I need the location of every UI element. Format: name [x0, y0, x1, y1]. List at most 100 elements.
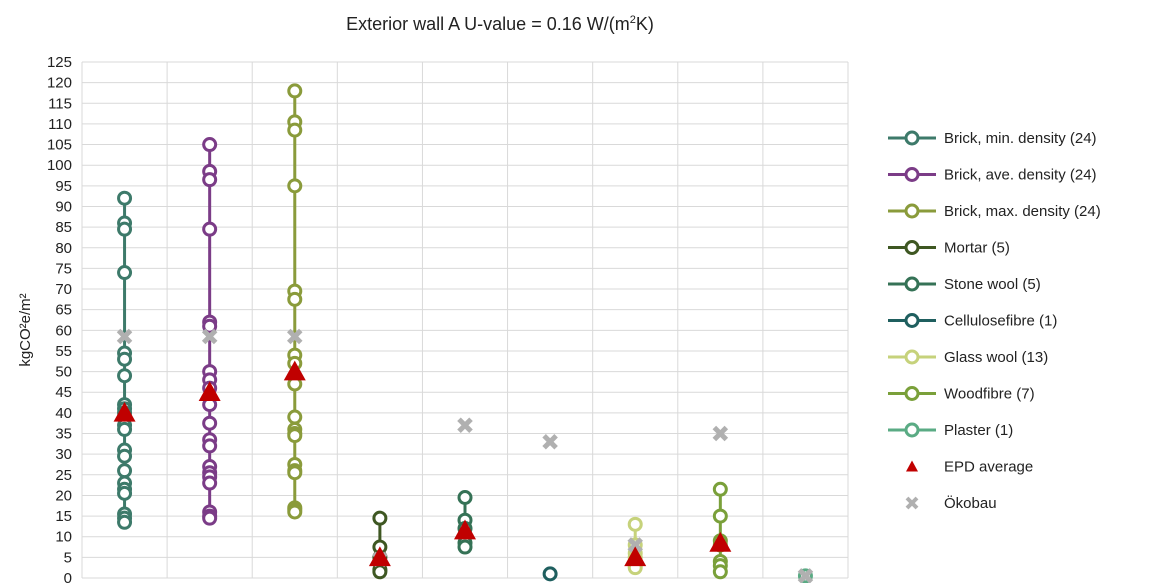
y-tick-label: 105	[47, 137, 72, 154]
data-point	[117, 221, 133, 237]
okobau-marker	[797, 568, 814, 583]
legend-label: Ökobau	[944, 494, 997, 512]
epd-average-marker	[113, 401, 136, 422]
okobau-marker	[712, 425, 729, 442]
epd-average-marker	[709, 531, 732, 552]
legend-marker	[904, 130, 920, 146]
chart-title: Exterior wall A U-value = 0.16 W/(m2K)	[0, 14, 1000, 35]
y-tick-label: 0	[64, 570, 72, 583]
legend-item-7: Glass wool (13)	[888, 349, 1048, 366]
series-3	[287, 83, 303, 520]
legend-item-6: Cellulosefibre (1)	[888, 313, 1057, 330]
y-tick-label: 110	[48, 116, 72, 133]
chart-title-superscript: 2	[629, 14, 636, 26]
y-tick-label: 10	[55, 529, 72, 546]
legend-okobau-stroke	[905, 496, 919, 510]
y-tick-label: 15	[55, 508, 72, 525]
data-point	[117, 463, 133, 479]
y-tick-label: 30	[55, 446, 72, 463]
legend: Brick, min. density (24) Brick, ave. dens…	[888, 130, 1101, 512]
data-point	[287, 122, 303, 138]
legend-label: Brick, max. density (24)	[944, 203, 1101, 220]
epd-average-marker	[283, 360, 306, 381]
data-point	[287, 178, 303, 194]
series-8	[712, 481, 728, 580]
okobau-marker	[287, 328, 303, 345]
data-point	[202, 221, 218, 237]
y-tick-label: 90	[55, 198, 72, 215]
legend-label: Cellulosefibre (1)	[944, 313, 1057, 330]
legend-marker	[904, 313, 920, 328]
y-tick-label: 35	[55, 426, 72, 443]
data-point	[202, 510, 218, 526]
okobau-marker	[627, 537, 643, 553]
data-point	[117, 368, 133, 384]
y-tick-label: 85	[55, 219, 72, 236]
y-tick-label: 115	[48, 95, 72, 112]
data-point	[117, 514, 133, 530]
data-point	[457, 490, 473, 506]
okobau-marker	[457, 417, 473, 434]
data-point	[117, 265, 133, 281]
data-point	[202, 438, 218, 454]
series-4	[372, 510, 388, 580]
okobau-stroke	[116, 328, 133, 345]
legend-marker	[904, 240, 920, 255]
legend-label: Glass wool (13)	[944, 349, 1048, 366]
y-axis-label: kgCO²e/m²	[17, 293, 34, 366]
legend-marker	[904, 203, 920, 219]
chart-title-text: Exterior wall A U-value = 0.16 W/(m	[346, 14, 630, 34]
data-point	[117, 448, 133, 464]
epd-average-marker	[368, 546, 391, 567]
data-point	[202, 475, 218, 491]
okobau-marker	[201, 328, 218, 345]
data-point	[117, 190, 133, 206]
legend-item-5: Stone wool (5)	[888, 276, 1041, 293]
data-point	[287, 428, 303, 444]
data-point	[202, 415, 218, 431]
y-tick-label: 40	[55, 405, 72, 422]
legend-label: EPD average	[944, 459, 1033, 476]
legend-item-2: Brick, ave. density (24)	[888, 167, 1097, 184]
data-point	[287, 504, 303, 520]
y-tick-label: 80	[55, 240, 72, 257]
legend-label: Stone wool (5)	[944, 276, 1041, 293]
legend-marker	[904, 422, 920, 438]
legend-label: Woodfibre (7)	[944, 386, 1035, 403]
epd-average-marker	[624, 546, 647, 567]
data-point	[202, 172, 218, 188]
legend-item-1: Brick, min. density (24)	[888, 130, 1097, 147]
y-tick-label: 50	[55, 364, 72, 381]
y-tick-label: 25	[55, 467, 72, 484]
data-point	[117, 351, 133, 367]
data-point	[117, 485, 133, 501]
chart-title-tail: K)	[635, 14, 654, 34]
data-point	[372, 564, 388, 580]
data-point	[457, 539, 473, 555]
okobau-stroke	[627, 537, 643, 553]
legend-label: Mortar (5)	[944, 240, 1010, 257]
legend-label: Brick, min. density (24)	[944, 130, 1097, 147]
y-tick-label: 120	[47, 75, 72, 92]
legend-item-9: Plaster (1)	[888, 422, 1013, 439]
okobau-stroke	[797, 568, 814, 583]
y-tick-label: 45	[55, 384, 72, 401]
okobau-stroke	[712, 425, 729, 442]
legend-item-okobau: Ökobau	[905, 494, 997, 512]
data-point	[287, 291, 303, 307]
data-point	[117, 421, 133, 437]
legend-marker	[904, 167, 920, 182]
y-tick-label: 20	[55, 487, 72, 504]
legend-label: Plaster (1)	[944, 422, 1013, 439]
data-point	[627, 516, 643, 532]
legend-marker	[904, 276, 920, 292]
y-tick-label: 5	[64, 549, 72, 566]
legend-epd-marker	[906, 460, 918, 472]
data-point	[372, 510, 388, 526]
legend-marker	[904, 386, 920, 401]
y-axis-ticks: 0 5 10 15 20 25 30 35 40 45 50 55 60 65 70 75 80 85 90 95 10…	[47, 54, 72, 583]
legend-item-8: Woodfibre (7)	[888, 386, 1035, 403]
data-point	[542, 566, 558, 582]
